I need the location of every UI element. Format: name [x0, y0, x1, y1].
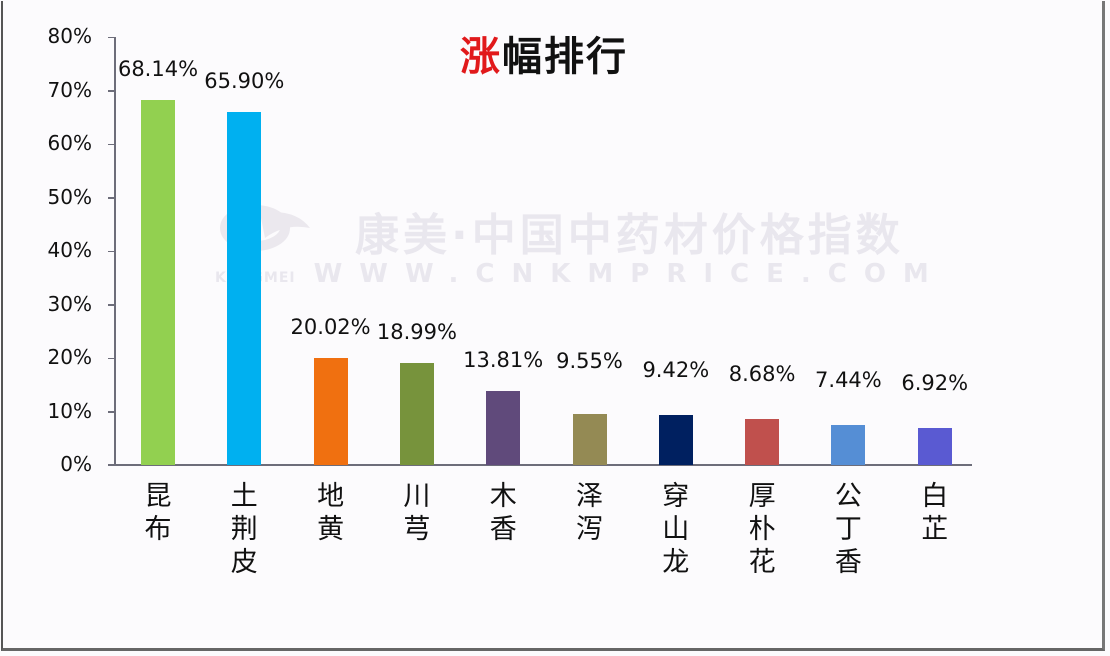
x-category-label: 地黄	[317, 481, 345, 545]
title-rest: 幅排行	[502, 33, 628, 80]
bar-6	[572, 413, 607, 465]
x-category-label: 公丁香	[834, 481, 862, 578]
data-label: 68.14%	[117, 57, 199, 82]
data-label: 65.90%	[204, 69, 285, 94]
data-label: 20.02%	[290, 314, 371, 339]
y-tick-label: 0%	[60, 452, 92, 476]
y-tick-label: 20%	[47, 345, 92, 369]
x-axis	[108, 464, 972, 466]
y-tick-mark	[108, 250, 115, 252]
bar-2	[227, 112, 262, 465]
bar-4	[399, 363, 434, 465]
y-tick-label: 80%	[47, 24, 92, 48]
bar-7	[658, 414, 693, 465]
y-tick-mark	[108, 464, 115, 466]
bar-5	[486, 391, 521, 465]
bar-10	[917, 427, 952, 465]
y-tick-label: 60%	[47, 131, 92, 155]
x-category-label: 土荆皮	[230, 481, 258, 578]
chart-title: 涨幅排行	[460, 24, 628, 82]
x-category-label: 川芎	[403, 481, 431, 545]
x-category-label: 木香	[489, 481, 517, 545]
data-label: 13.81%	[463, 348, 544, 373]
data-label: 9.55%	[556, 348, 623, 373]
x-category-label: 穿山龙	[662, 481, 690, 578]
bar-9	[831, 425, 866, 465]
title-highlight: 涨	[460, 33, 502, 80]
y-tick-mark	[108, 90, 115, 92]
y-tick-mark	[108, 197, 115, 199]
x-category-label: 昆布	[144, 481, 172, 545]
y-tick-label: 70%	[47, 77, 92, 102]
data-label: 7.44%	[815, 368, 882, 393]
y-tick-label: 50%	[47, 184, 92, 209]
y-tick-mark	[108, 411, 115, 413]
x-category-label: 厚朴花	[748, 481, 776, 578]
data-label: 18.99%	[376, 320, 457, 345]
x-category-label: 白芷	[921, 481, 949, 545]
y-tick-mark	[108, 304, 115, 306]
x-category-label: 泽泻	[576, 481, 603, 545]
data-label: 8.68%	[728, 361, 796, 386]
y-tick-label: 10%	[47, 398, 92, 423]
bar-1	[141, 100, 175, 465]
y-tick-label: 30%	[47, 291, 92, 316]
y-tick-mark	[108, 143, 115, 145]
data-label: 9.42%	[642, 357, 710, 382]
y-tick-mark	[108, 357, 115, 359]
data-label: 6.92%	[901, 370, 969, 395]
bar-3	[313, 357, 348, 465]
bar-8	[745, 418, 780, 465]
y-tick-label: 40%	[47, 238, 92, 262]
y-tick-mark	[108, 36, 115, 38]
